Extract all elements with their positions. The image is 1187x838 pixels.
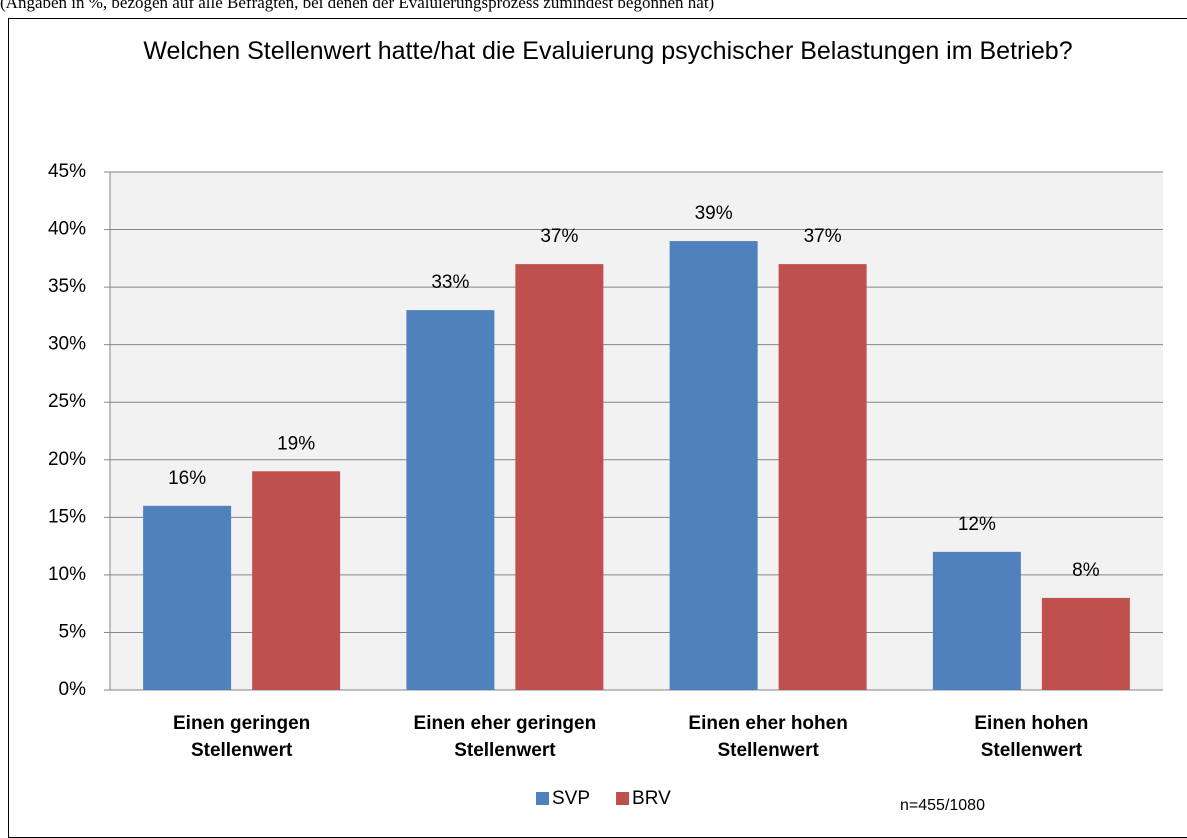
data-label: 37%	[804, 226, 842, 247]
data-label: 33%	[431, 272, 469, 293]
y-tick-label: 10%	[48, 564, 86, 585]
y-tick-label: 0%	[59, 679, 87, 700]
chart-title: Welchen Stellenwert hatte/hat die Evalui…	[143, 37, 1073, 65]
bar	[1041, 597, 1130, 690]
bar	[669, 241, 758, 691]
y-tick-label: 5%	[59, 621, 87, 642]
data-label: 16%	[168, 468, 206, 489]
y-tick-label: 15%	[48, 506, 86, 527]
data-label: 19%	[277, 433, 315, 454]
legend-swatch	[536, 792, 549, 805]
legend-swatch	[616, 792, 630, 805]
x-tick-label: Einen geringen Stellenwert	[173, 713, 311, 761]
y-tick-label: 45%	[48, 161, 86, 182]
bar	[515, 264, 604, 690]
x-tick-label: Einen hohen Stellenwert	[974, 713, 1089, 761]
data-label: 39%	[695, 203, 733, 224]
y-tick-label: 35%	[48, 276, 86, 297]
data-label: 12%	[958, 514, 996, 535]
y-tick-label: 20%	[48, 449, 86, 470]
x-tick-label: Einen eher hohen Stellenwert	[688, 713, 848, 761]
annotation: n=455/1080	[900, 797, 985, 814]
legend-label: SVP	[552, 788, 590, 809]
y-tick-label: 25%	[48, 391, 86, 412]
bar	[406, 310, 495, 690]
bar	[932, 551, 1021, 690]
data-label: 8%	[1072, 560, 1100, 581]
x-tick-label: Einen eher geringen Stellenwert	[413, 713, 597, 761]
bar	[778, 264, 867, 690]
bar	[143, 505, 232, 690]
legend-label: BRV	[632, 788, 671, 809]
y-tick-label: 30%	[48, 334, 86, 355]
data-label: 37%	[540, 226, 578, 247]
y-tick-label: 40%	[48, 219, 86, 240]
bar	[252, 471, 341, 690]
subtitle: (Angaben in %, bezogen auf alle Befragte…	[0, 0, 715, 12]
